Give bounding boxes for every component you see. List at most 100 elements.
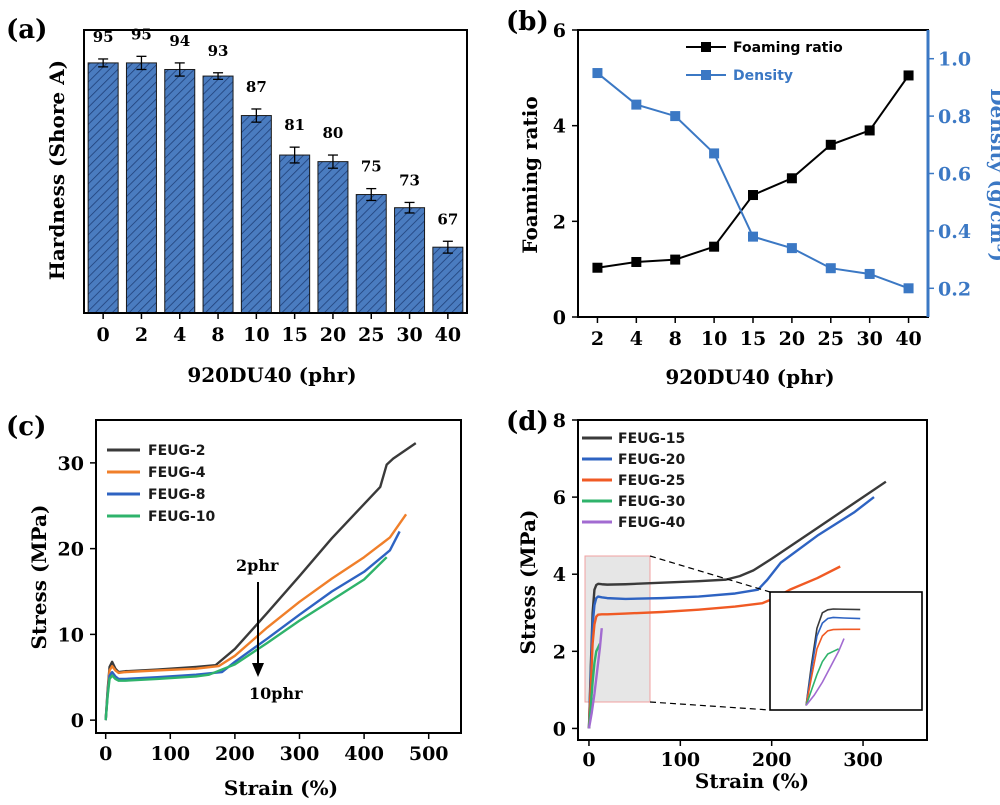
inset-frame (769, 591, 923, 711)
bar-4 (164, 68, 196, 314)
x-tick-label-8: 8 (211, 324, 224, 346)
series-line-feug-40 (587, 628, 603, 729)
legend-label-feug-30: FEUG-30 (618, 494, 686, 510)
data-label-15: 81 (284, 116, 305, 134)
panel-label-d: (d) (506, 407, 549, 437)
marker-foaming-2 (592, 262, 603, 273)
marker-foaming-40 (903, 70, 914, 81)
bar-20 (317, 161, 349, 314)
x-tick-label-15: 15 (740, 328, 766, 350)
bar-15 (279, 154, 311, 314)
panel-b-y-axis-title: Foaming ratio (518, 96, 542, 253)
series-line-feug-4 (104, 513, 408, 721)
x-tick-label-300: 300 (843, 749, 883, 771)
inset-line-feug-20 (805, 616, 861, 706)
y-tick-label-2: 2 (553, 641, 566, 663)
marker-foaming-10 (709, 241, 720, 252)
marker-foaming-4 (631, 256, 642, 267)
series-line-feug-20 (587, 496, 875, 729)
x-tick-label-40: 40 (435, 324, 461, 346)
data-label-4: 94 (169, 32, 190, 50)
series-line-feug-2 (104, 442, 417, 721)
marker-density-8 (670, 111, 681, 122)
inset-line-feug-15 (805, 608, 861, 706)
x-tick-label-30: 30 (396, 324, 422, 346)
zoom-connector-bottom (649, 701, 771, 711)
data-label-0: 95 (93, 28, 114, 46)
inset-line-feug-30 (805, 648, 839, 706)
y-tick-label-0: 0 (553, 718, 566, 740)
marker-foaming-20 (786, 173, 797, 184)
y-right-tick-label-0.6: 0.6 (938, 164, 971, 186)
y-tick-label-30: 30 (58, 453, 84, 475)
panel-b-right-axis-title: Density (g/cm³) (986, 88, 1000, 262)
series-line-density (596, 72, 909, 290)
bar-30 (394, 207, 426, 314)
inset-line-feug-40 (805, 638, 845, 706)
series-line-feug-10 (104, 556, 388, 721)
x-tick-label-10: 10 (701, 328, 727, 350)
inset-line-feug-25 (805, 628, 861, 706)
data-label-2: 95 (131, 25, 152, 43)
x-tick-label-200: 200 (215, 743, 255, 765)
x-tick-label-2: 2 (591, 328, 604, 350)
legend-label-feug-8: FEUG-8 (148, 487, 206, 503)
panel-a-bar-chart: 95 95 94 93 87 81 80 75 73 67 0 2 4 8 10 15 20 25 30 40 92… (45, 25, 468, 387)
bar-10 (240, 115, 272, 314)
x-tick-label-20: 20 (779, 328, 805, 350)
y-tick-label-2: 2 (553, 211, 566, 233)
bar-8 (202, 75, 234, 314)
annotation-10phr: 10phr (249, 684, 303, 703)
annotation-2phr: 2phr (236, 556, 279, 575)
panel-label-c: (c) (6, 412, 46, 442)
y-right-tick-label-0.2: 0.2 (938, 278, 971, 300)
legend-label-density: Density (733, 68, 793, 84)
y-tick-label-4: 4 (553, 116, 566, 138)
marker-density-2 (592, 68, 603, 79)
data-label-30: 73 (399, 171, 420, 189)
panel-d-y-axis-title: Stress (MPa) (516, 510, 540, 655)
y-right-tick-label-0.8: 0.8 (938, 106, 971, 128)
panel-d-legend: FEUG-15 FEUG-20 FEUG-25 FEUG-30 FEUG-40 (582, 431, 686, 531)
data-label-20: 80 (323, 124, 344, 142)
annotation-arrow-head (252, 663, 264, 677)
legend-marker-foaming (701, 42, 711, 52)
legend-label-foaming: Foaming ratio (733, 40, 843, 56)
data-label-40: 67 (437, 210, 458, 228)
marker-density-40 (903, 283, 914, 294)
legend-label-feug-15: FEUG-15 (618, 431, 685, 447)
marker-density-4 (631, 99, 642, 110)
x-tick-label-15: 15 (281, 324, 307, 346)
y-right-tick-label-0.4: 0.4 (938, 221, 971, 243)
x-tick-label-300: 300 (280, 743, 320, 765)
data-label-25: 75 (361, 158, 382, 176)
series-line-feug-30 (587, 643, 602, 729)
y-tick-label-0: 0 (71, 710, 84, 732)
x-tick-label-500: 500 (409, 743, 449, 765)
panel-b-x-axis-title: 920DU40 (phr) (665, 365, 834, 389)
y-tick-label-0: 0 (553, 307, 566, 329)
panel-c-line-chart: 0 100 200 300 400 500 0 10 20 30 Strain (%) Stres… (27, 419, 462, 800)
panel-a-x-axis-title: 920DU40 (phr) (187, 363, 356, 387)
y-tick-label-6: 6 (553, 20, 566, 42)
y-tick-label-8: 8 (553, 410, 566, 432)
bar-2 (125, 62, 157, 314)
x-tick-label-10: 10 (243, 324, 269, 346)
panel-c-legend: FEUG-2 FEUG-4 FEUG-8 FEUG-10 (107, 443, 216, 525)
panel-a-frame (83, 29, 468, 314)
legend-label-feug-40: FEUG-40 (618, 515, 686, 531)
x-tick-label-4: 4 (630, 328, 643, 350)
legend-label-feug-10: FEUG-10 (148, 509, 216, 525)
panel-b-legend: Foaming ratio Density (686, 40, 843, 84)
panel-b-line-chart: 2 4 8 10 15 20 25 30 40 0 2 4 6 0.2 0.4 0.6 0.8 1.0 920DU… (518, 20, 1000, 389)
y-right-tick-label-1.0: 1.0 (938, 49, 971, 71)
marker-density-30 (864, 268, 875, 279)
panel-a-y-axis-title: Hardness (Shore A) (45, 60, 69, 280)
panel-c-y-axis-title: Stress (MPa) (27, 505, 51, 650)
x-tick-label-0: 0 (99, 743, 112, 765)
x-tick-label-400: 400 (344, 743, 384, 765)
zoom-connector-top (649, 555, 771, 593)
panel-c-frame (95, 419, 462, 734)
